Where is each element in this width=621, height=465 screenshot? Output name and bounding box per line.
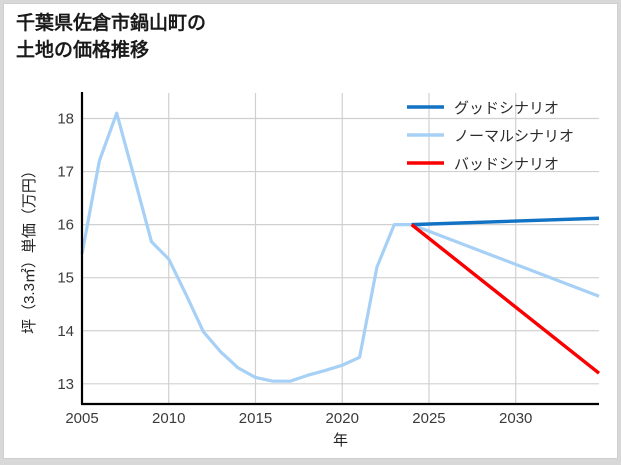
- series-line-good: [411, 216, 600, 227]
- x-tick-label: 2020: [326, 410, 359, 427]
- line-chart: 13 14 15 16 17 18 2005 2010 2015 2020 2025 2030 年 坪（…: [21, 92, 601, 449]
- legend-label-0: グッドシナリオ: [454, 100, 559, 117]
- x-axis-title: 年: [333, 432, 348, 449]
- y-tick-label: 16: [57, 217, 74, 234]
- chart-title: 千葉県佐倉市鍋山町の 土地の価格推移: [16, 13, 207, 61]
- x-tick-label: 2015: [239, 410, 272, 427]
- y-tick-label: 13: [57, 376, 74, 393]
- legend-label-1: ノーマルシナリオ: [454, 128, 574, 145]
- series-lines: [80, 111, 601, 383]
- y-tick-label: 15: [57, 270, 74, 287]
- chart-figure: 千葉県佐倉市鍋山町の 土地の価格推移 13 14 15 16 17 18 2005 2010 2…: [3, 3, 618, 459]
- y-tick-label: 14: [57, 323, 74, 340]
- x-tick-label: 2030: [499, 410, 532, 427]
- legend-label-2: バッドシナリオ: [454, 156, 559, 173]
- series-line-normal: [80, 111, 600, 383]
- x-tick-label: 2025: [412, 410, 445, 427]
- axis-titles: 年 坪（3.3㎡）単価（万円）: [21, 163, 348, 449]
- y-axis-title: 坪（3.3㎡）単価（万円）: [21, 163, 38, 334]
- series-line-bad: [410, 223, 601, 375]
- x-tick-label: 2005: [65, 410, 98, 427]
- tick-labels: 13 14 15 16 17 18 2005 2010 2015 2020 2025 2030: [57, 110, 532, 427]
- y-tick-label: 18: [57, 110, 74, 127]
- axis-spines: [80, 92, 599, 406]
- y-tick-label: 17: [57, 164, 74, 181]
- x-tick-label: 2010: [152, 410, 185, 427]
